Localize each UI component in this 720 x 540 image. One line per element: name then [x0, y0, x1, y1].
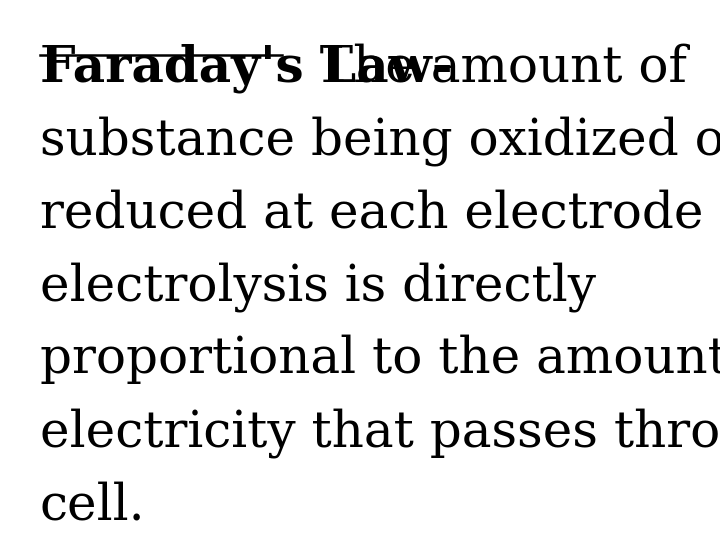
Text: Faraday's Law-: Faraday's Law-	[40, 43, 452, 93]
Text: electricity that passes through the: electricity that passes through the	[40, 408, 720, 458]
Text: reduced at each electrode during: reduced at each electrode during	[40, 189, 720, 239]
Text: cell.: cell.	[40, 481, 145, 530]
Text: electrolysis is directly: electrolysis is directly	[40, 262, 595, 312]
Text: The amount of: The amount of	[288, 43, 687, 93]
Text: substance being oxidized or: substance being oxidized or	[40, 116, 720, 166]
Text: proportional to the amount of: proportional to the amount of	[40, 335, 720, 384]
